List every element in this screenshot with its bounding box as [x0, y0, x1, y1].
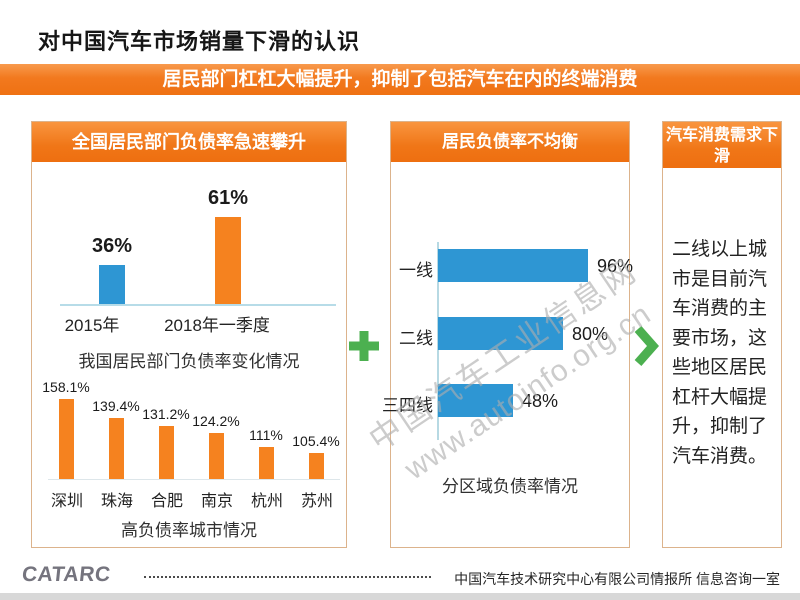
- panel-national-debt: 全国居民部门负债率急速攀升 36% 2015年 61% 2018年一季度 我国居民部门…: [31, 121, 347, 548]
- plus-icon: [349, 331, 379, 361]
- chart2-axis-line: [48, 479, 340, 480]
- bar: [438, 249, 588, 282]
- bar: [159, 426, 174, 479]
- panel-auto-demand: 汽车消费需求下滑 二线以上城市是目前汽车消费的主要市场，这些地区居民杠杆大幅提升…: [662, 121, 782, 548]
- bar-value-label: 105.4%: [292, 433, 340, 449]
- panel-left-header: 全国居民部门负债率急速攀升: [32, 122, 346, 162]
- bar: [109, 418, 124, 479]
- bottom-edge-strip: [0, 593, 800, 600]
- bar-category-label: 深圳: [50, 493, 83, 510]
- bar-category-label: 2018年一季度: [164, 316, 270, 335]
- chart2-caption: 高负债率城市情况: [121, 521, 257, 540]
- bar-value-label: 48%: [522, 391, 559, 411]
- panel-right-body-text: 二线以上城市是目前汽车消费的主要市场，这些地区居民杠杆大幅提升，抑制了汽车消费。: [672, 239, 768, 467]
- bar-category-label: 2015年: [64, 316, 120, 335]
- footer-dotted-divider: [144, 576, 431, 578]
- banner-statement: 居民部门杠杠大幅提升，抑制了包括汽车在内的终端消费: [0, 64, 800, 95]
- bar-value-label: 36%: [91, 235, 133, 257]
- bar: [59, 399, 74, 479]
- bar-category-label: 珠海: [100, 493, 133, 510]
- page-title: 对中国汽车市场销量下滑的认识: [38, 29, 361, 54]
- bar: [209, 433, 224, 479]
- national-leverage-chart: 36% 2015年 61% 2018年一季度: [32, 122, 346, 547]
- panel-right-header: 汽车消费需求下滑: [663, 122, 781, 168]
- bar-category-label: 南京: [200, 493, 233, 510]
- chart3-caption: 分区域负债率情况: [442, 477, 578, 496]
- bar-value-label: 139.4%: [92, 398, 140, 414]
- bar-value-label: 124.2%: [192, 413, 240, 429]
- bar: [215, 217, 241, 304]
- bar: [438, 317, 563, 350]
- chart1-axis-line: [60, 304, 336, 306]
- bar: [438, 384, 513, 417]
- bar: [259, 447, 274, 479]
- bar-category-label: 合肥: [150, 493, 183, 510]
- bar: [309, 453, 324, 479]
- bar-category-label: 苏州: [300, 493, 333, 510]
- panel-regional-debt: 居民负债率不均衡 一线 96% 二线 80% 三四线 48% 分区域负债率情况: [382, 121, 633, 548]
- bar-value-label: 96%: [597, 256, 634, 276]
- chart1-caption: 我国居民部门负债率变化情况: [78, 352, 300, 371]
- panel-middle-header: 居民负债率不均衡: [391, 122, 629, 162]
- bar-category-label: 二线: [399, 329, 433, 348]
- bar-category-label: 三四线: [382, 396, 433, 415]
- regional-debt-chart: 一线 96% 二线 80% 三四线 48%: [382, 122, 633, 547]
- bar-value-label: 80%: [572, 324, 609, 344]
- bar-value-label: 61%: [207, 187, 249, 209]
- bar-category-label: 杭州: [250, 493, 283, 510]
- chevron-right-icon: [633, 325, 660, 367]
- bar-value-label: 111%: [249, 427, 283, 443]
- bar-category-label: 一线: [399, 261, 433, 280]
- bar-value-label: 158.1%: [42, 379, 90, 395]
- city-debt-chart: 158.1% 深圳 139.4% 珠海 131.2% 合肥 124.2% 南京 111% 杭州 10…: [32, 122, 346, 547]
- footer-organization: 中国汽车技术研究中心有限公司情报所 信息咨询一室: [454, 571, 780, 587]
- catarc-logo: CATARC: [20, 563, 112, 586]
- bar-value-label: 131.2%: [142, 406, 190, 422]
- bar: [99, 265, 125, 304]
